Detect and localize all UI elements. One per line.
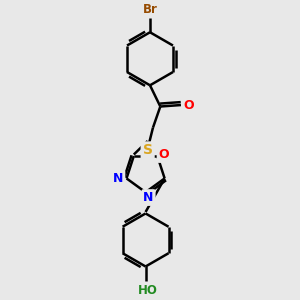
Text: N: N — [143, 191, 154, 204]
Text: O: O — [158, 148, 169, 161]
Text: Br: Br — [142, 3, 158, 16]
Text: N: N — [113, 172, 124, 185]
Text: O: O — [184, 98, 194, 112]
Text: HO: HO — [138, 284, 158, 297]
Text: S: S — [142, 143, 153, 158]
